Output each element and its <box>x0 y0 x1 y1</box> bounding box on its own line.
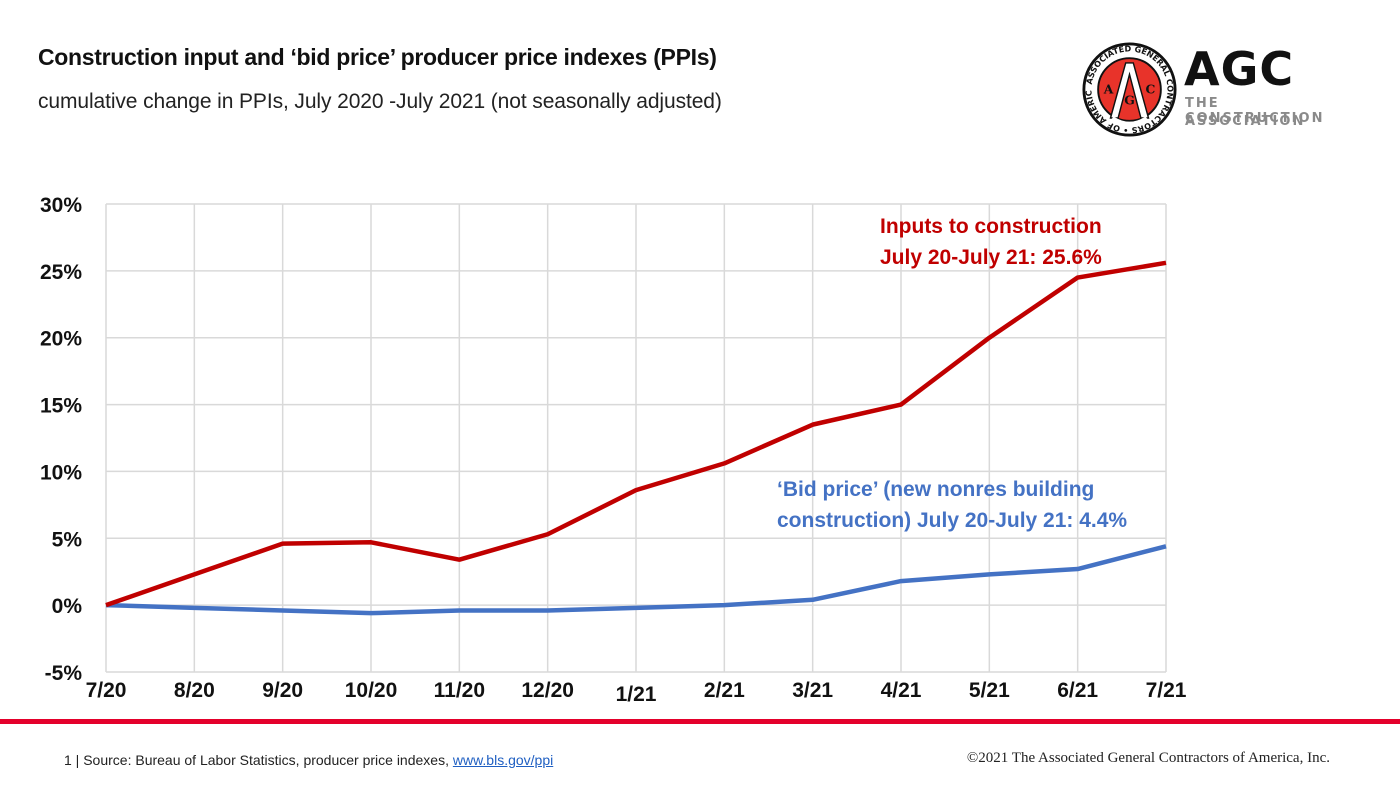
x-tick-label: 12/20 <box>521 679 574 702</box>
y-tick-label: -5% <box>45 662 83 685</box>
copyright: ©2021 The Associated General Contractors… <box>966 750 1330 766</box>
y-tick-label: 10% <box>40 461 82 484</box>
agc-tagline-line2: ASSOCIATION <box>1185 114 1306 129</box>
y-tick-label: 0% <box>52 595 83 618</box>
agc-logo: ASSOCIATED GENERAL CONTRACTORS • OF AMER… <box>1082 42 1362 142</box>
chart-title: Construction input and ‘bid price’ produ… <box>38 44 717 70</box>
source-note: 1 | Source: Bureau of Labor Statistics, … <box>64 752 553 768</box>
footer-divider <box>0 719 1400 724</box>
x-tick-label: 10/20 <box>345 679 398 702</box>
x-tick-label: 7/20 <box>86 679 127 702</box>
chart-subtitle: cumulative change in PPIs, July 2020 -Ju… <box>38 90 722 113</box>
y-tick-label: 30% <box>40 194 82 217</box>
annotation-inputs-line1: Inputs to construction <box>880 215 1102 238</box>
y-tick-label: 5% <box>52 528 83 551</box>
x-tick-label: 3/21 <box>792 679 833 702</box>
x-tick-label: 8/20 <box>174 679 215 702</box>
x-tick-label: 9/20 <box>262 679 303 702</box>
agc-seal-icon: ASSOCIATED GENERAL CONTRACTORS • OF AMER… <box>1082 42 1177 137</box>
y-tick-label: 15% <box>40 395 82 418</box>
y-axis-ticks: -5% 0% 5% 10% 15% 20% 25% 30% <box>40 194 82 685</box>
x-tick-label: 11/20 <box>434 679 485 702</box>
seal-letter-c: C <box>1145 81 1155 96</box>
source-text: | Source: Bureau of Labor Statistics, pr… <box>71 752 453 768</box>
annotation-bidprice-line2: construction) July 20-July 21: 4.4% <box>777 509 1127 532</box>
y-tick-label: 20% <box>40 328 82 351</box>
seal-letter-g: G <box>1124 93 1135 108</box>
series-lines <box>105 260 1167 616</box>
gridlines <box>105 203 1167 673</box>
series-annotations: Inputs to construction July 20-July 21: … <box>777 215 1127 532</box>
x-tick-label: 1/21 <box>616 683 657 706</box>
y-tick-label: 25% <box>40 261 82 284</box>
page-number: 1 <box>64 752 72 768</box>
annotation-bidprice-line1: ‘Bid price’ (new nonres building <box>777 478 1094 501</box>
x-tick-label: 4/21 <box>881 679 922 702</box>
line-chart: -5% 0% 5% 10% 15% 20% 25% 30% 7/20 8/20 9/20 10/20… <box>40 194 1187 706</box>
seal-letter-a: A <box>1103 81 1114 96</box>
agc-wordmark: AGC <box>1184 42 1295 96</box>
x-tick-label: 7/21 <box>1146 679 1187 702</box>
agc-tagline-line1: THE CONSTRUCTION <box>1185 96 1325 126</box>
x-axis-ticks: 7/20 8/20 9/20 10/20 11/20 12/20 1/21 2/21 3/21 4… <box>86 679 1187 706</box>
annotation-inputs-line2: July 20-July 21: 25.6% <box>880 246 1102 269</box>
x-tick-label: 5/21 <box>969 679 1010 702</box>
x-tick-label: 2/21 <box>704 679 745 702</box>
source-link[interactable]: www.bls.gov/ppi <box>452 752 554 768</box>
x-tick-label: 6/21 <box>1057 679 1098 702</box>
